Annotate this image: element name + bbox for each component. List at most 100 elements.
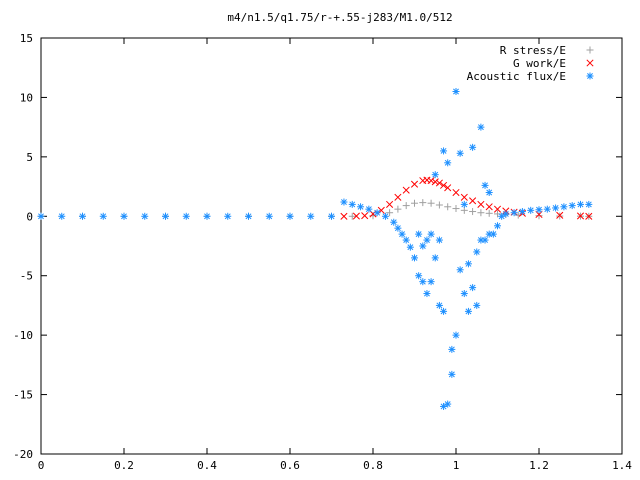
data-point [394,205,402,213]
data-point [361,212,369,220]
data-point [452,188,460,197]
data-point [585,212,593,220]
data-point [456,266,464,274]
y-tick-label: 5 [26,151,33,164]
data-point [456,149,464,157]
x-tick-label: 0 [38,459,45,472]
data-point [394,193,402,201]
data-point [485,189,493,197]
data-point [427,278,435,286]
data-point [460,206,468,214]
data-point [390,218,398,226]
data-point [452,331,460,339]
legend-label: G work/E [513,57,566,70]
data-point [552,204,560,212]
data-point [402,236,410,244]
data-point [348,212,356,220]
data-point [99,212,107,220]
data-point [79,212,86,220]
data-point [556,211,564,219]
data-point [435,179,443,187]
data-point [410,180,419,188]
data-point [373,209,381,217]
y-tick-label: -20 [13,448,33,461]
legend-label: Acoustic flux/E [467,70,566,83]
data-point [477,123,485,131]
x-tick-label: 0.6 [280,459,300,472]
legend-marker [586,59,594,67]
data-point [502,210,510,218]
data-point [328,212,335,220]
data-point [460,200,468,208]
data-point [444,400,452,408]
data-point [477,209,485,217]
data-point [535,212,543,220]
data-point [460,193,468,201]
data-point [435,301,443,309]
data-point [381,212,389,220]
data-point [419,199,427,207]
data-point [469,197,477,205]
x-tick-label: 0.4 [197,459,217,472]
data-point [560,203,568,211]
legend-marker [586,46,594,54]
chart-title: m4/n1.5/q1.75/r-+.55-j283/M1.0/512 [227,11,452,24]
x-tick-label: 1.2 [529,459,549,472]
data-point [439,181,448,189]
data-point [419,242,427,250]
data-point [543,205,551,213]
data-point [58,212,66,220]
data-point [469,208,477,216]
data-point [577,200,584,208]
data-point [427,230,435,238]
data-point [440,147,448,155]
data-point [452,205,460,213]
data-point [435,236,443,244]
data-point [265,212,273,220]
data-point [481,236,489,244]
data-point [427,177,435,185]
data-point [448,345,456,353]
data-point [307,212,315,220]
data-point [440,307,448,315]
data-point [411,254,418,262]
plot-frame [40,37,623,455]
data-point [423,290,431,298]
data-point [141,212,149,220]
data-point [37,212,45,220]
data-point [352,212,360,220]
data-point [535,206,543,214]
data-point [469,284,477,292]
data-point [182,212,190,220]
data-point [398,230,406,238]
data-point [340,198,348,206]
y-tick-label: -10 [13,329,33,342]
data-point [518,208,526,216]
data-point [365,205,373,213]
data-point [489,230,497,238]
data-point [402,202,410,210]
data-point [460,290,468,298]
data-point [448,370,456,378]
data-point [427,199,435,207]
y-tick-label: 0 [26,210,33,223]
data-point [286,212,294,220]
series-2 [37,87,593,410]
x-tick-label: 1.4 [612,459,632,472]
data-point [431,171,439,179]
x-tick-label: 0.2 [114,459,134,472]
data-point [485,209,493,217]
series-layer [37,87,593,410]
data-point [120,212,128,220]
data-point [224,212,232,220]
y-tick-label: -15 [13,389,33,402]
y-tick-label: 10 [20,91,33,104]
data-point [348,200,356,208]
legend-label: R stress/E [500,44,566,57]
data-point [415,230,423,238]
data-point [444,184,452,192]
y-tick-label: -5 [20,270,33,283]
data-point [493,205,502,213]
data-point [203,212,211,220]
